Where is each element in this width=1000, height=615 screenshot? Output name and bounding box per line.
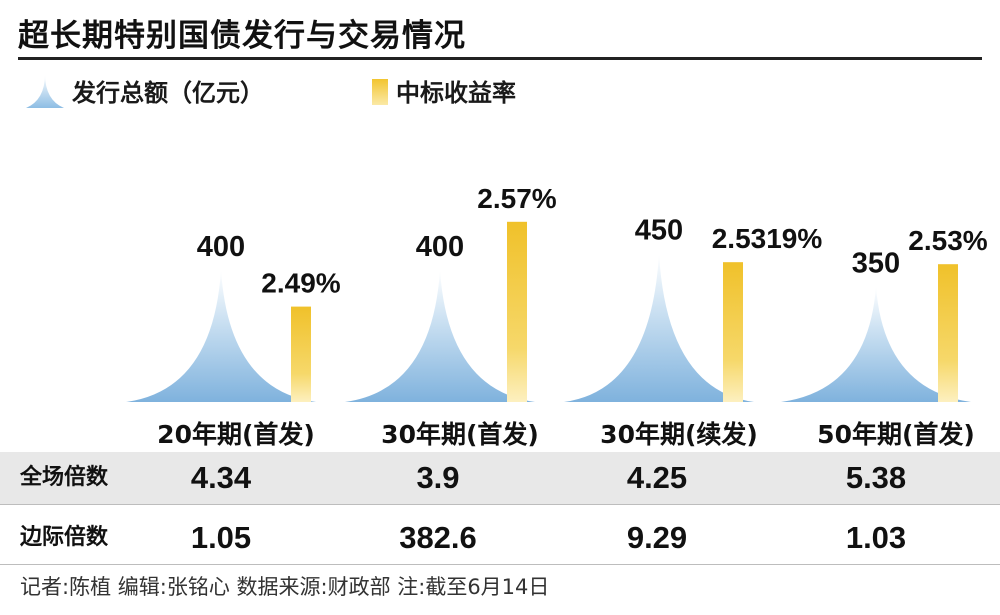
- yield-data-label: 2.53%: [908, 225, 987, 256]
- yield-data-label: 2.57%: [477, 183, 556, 214]
- issuance-data-label: 400: [197, 231, 245, 263]
- yield-bar: [507, 221, 527, 402]
- table-row: 全场倍数 4.34 3.9 4.25 5.38: [0, 452, 1000, 504]
- row-label-overall: 全场倍数: [20, 465, 109, 490]
- yield-bar: [938, 264, 958, 402]
- table-cell: 3.9: [416, 460, 460, 495]
- category-label: 50年期(首发): [817, 420, 975, 449]
- legend-item-yield: 中标收益率: [372, 70, 516, 110]
- legend-item-issuance: 发行总额（亿元）: [26, 70, 264, 110]
- chart-title: 超长期特别国债发行与交易情况: [18, 18, 466, 54]
- yield-bar: [723, 262, 743, 402]
- title-divider: [18, 57, 982, 60]
- row-label-marginal: 边际倍数: [20, 525, 109, 550]
- issuance-data-label: 450: [635, 215, 683, 247]
- issuance-spike: [345, 270, 535, 402]
- legend-label-issuance: 发行总额（亿元）: [72, 78, 264, 107]
- bar-icon: [372, 79, 388, 105]
- category-label: 20年期(首发): [157, 420, 315, 449]
- table-cell: 4.25: [626, 460, 688, 495]
- table-divider: [0, 564, 1000, 565]
- table-cell: 4.34: [190, 460, 252, 495]
- legend-label-yield: 中标收益率: [396, 78, 516, 107]
- issuance-data-label: 350: [852, 248, 900, 280]
- table-cell: 382.6: [399, 520, 477, 555]
- table-cell: 9.29: [626, 520, 688, 555]
- yield-bar: [291, 306, 311, 402]
- table-cell: 1.05: [190, 520, 252, 555]
- spike-icon: [26, 74, 64, 108]
- chart-plot: 400 2.49% 20年期(首发) 400 2.57% 30年期(首发) 450 2.531…: [126, 183, 988, 449]
- issuance-spike: [781, 286, 971, 402]
- table-cell: 5.38: [845, 460, 907, 495]
- issuance-spike: [564, 253, 754, 402]
- table-divider: [0, 504, 1000, 505]
- footer-credits: 记者:陈植 编辑:张铭心 数据来源:财政部 注:截至6月14日: [20, 575, 550, 599]
- table-cell: 1.03: [845, 520, 907, 555]
- issuance-spike: [126, 270, 316, 402]
- issuance-data-label: 400: [416, 231, 464, 263]
- yield-data-label: 2.49%: [261, 268, 340, 299]
- table-row: 边际倍数 1.05 382.6 9.29 1.03: [0, 512, 1000, 564]
- category-label: 30年期(首发): [381, 420, 539, 449]
- category-label: 30年期(续发): [600, 420, 758, 449]
- chart-legend: 发行总额（亿元） 中标收益率: [0, 70, 1000, 110]
- yield-data-label: 2.5319%: [712, 223, 823, 254]
